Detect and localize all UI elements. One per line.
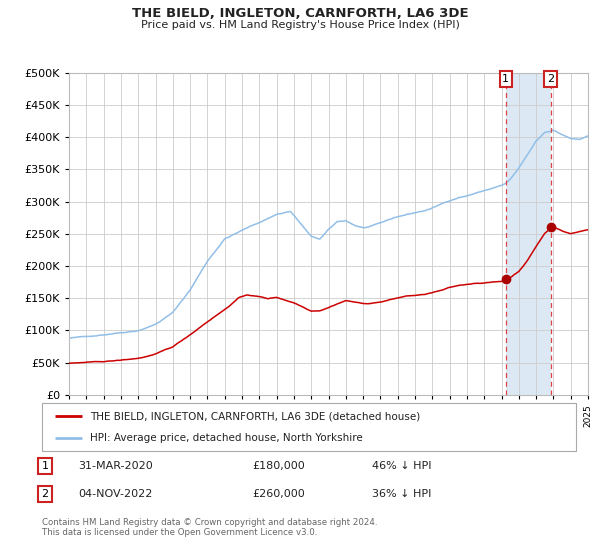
FancyBboxPatch shape (42, 403, 576, 451)
Text: £180,000: £180,000 (252, 461, 305, 471)
Text: HPI: Average price, detached house, North Yorkshire: HPI: Average price, detached house, Nort… (90, 433, 363, 443)
Text: 36% ↓ HPI: 36% ↓ HPI (372, 489, 431, 499)
Text: 1: 1 (41, 461, 49, 471)
Text: 2: 2 (41, 489, 49, 499)
Text: 31-MAR-2020: 31-MAR-2020 (78, 461, 153, 471)
Text: 46% ↓ HPI: 46% ↓ HPI (372, 461, 431, 471)
Text: 2: 2 (547, 74, 554, 84)
Bar (506, 73, 551, 395)
Text: 1: 1 (502, 74, 509, 84)
Text: Contains HM Land Registry data © Crown copyright and database right 2024.
This d: Contains HM Land Registry data © Crown c… (42, 518, 377, 538)
Text: THE BIELD, INGLETON, CARNFORTH, LA6 3DE: THE BIELD, INGLETON, CARNFORTH, LA6 3DE (131, 7, 469, 20)
Text: 04-NOV-2022: 04-NOV-2022 (78, 489, 152, 499)
Text: Price paid vs. HM Land Registry's House Price Index (HPI): Price paid vs. HM Land Registry's House … (140, 20, 460, 30)
Text: £260,000: £260,000 (252, 489, 305, 499)
Text: THE BIELD, INGLETON, CARNFORTH, LA6 3DE (detached house): THE BIELD, INGLETON, CARNFORTH, LA6 3DE … (90, 411, 421, 421)
